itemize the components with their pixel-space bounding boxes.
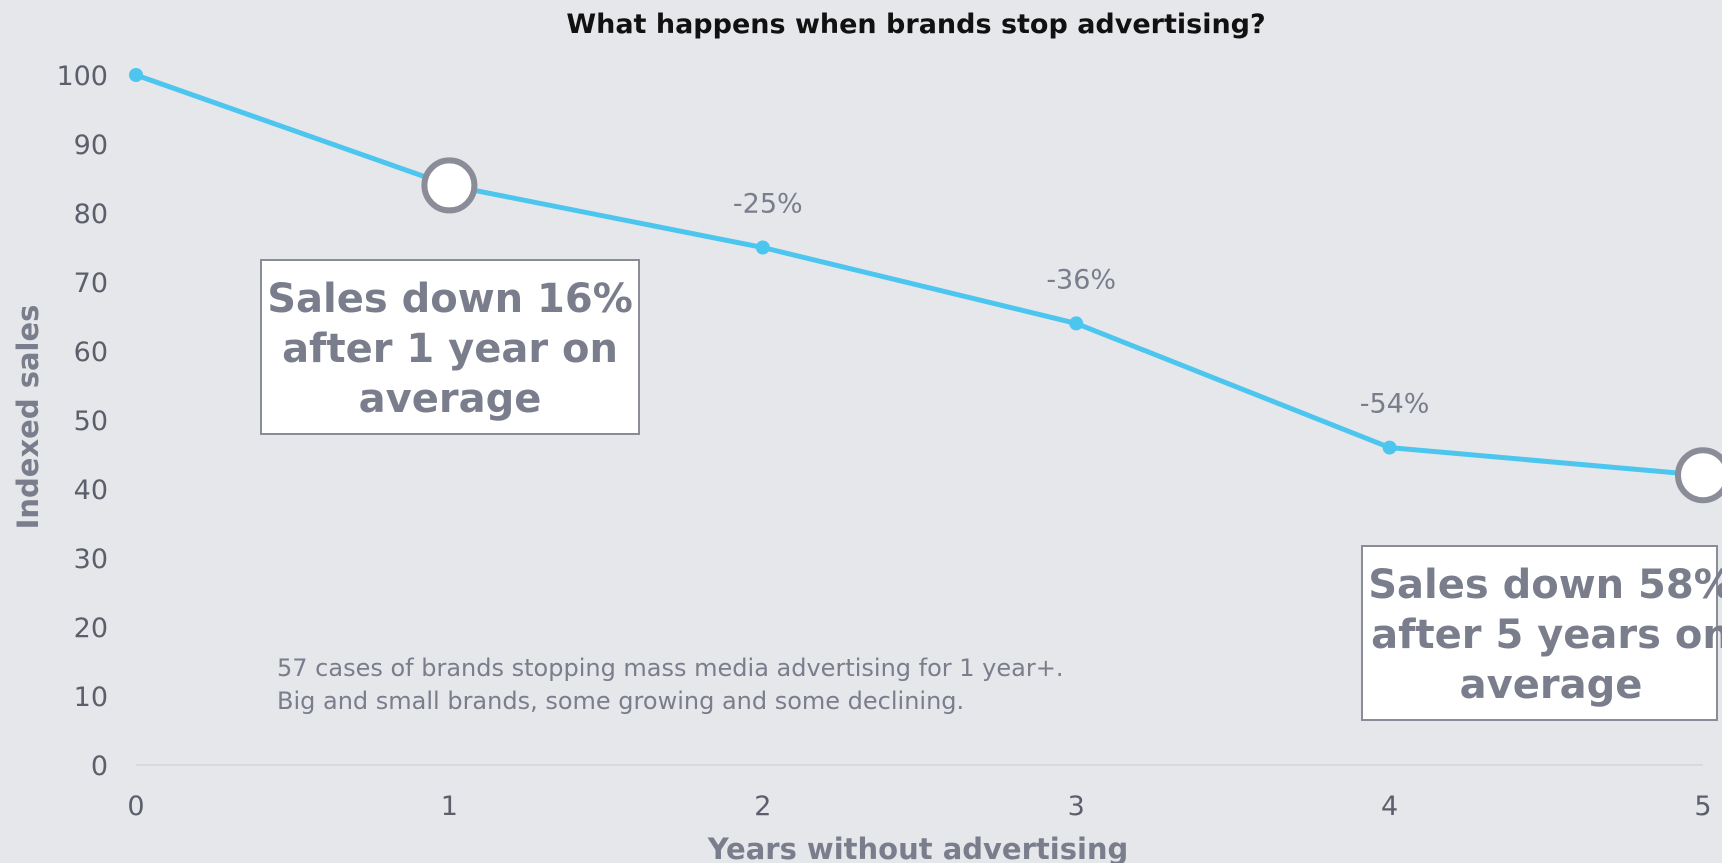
callout-year-1: Sales down 16% after 1 year on average [260,259,640,435]
y-tick-label: 100 [56,61,108,92]
y-tick-label: 0 [91,751,108,782]
callout-box-year-1 [260,259,640,435]
x-tick-label: 4 [1381,791,1398,822]
note-line: 57 cases of brands stopping mass media a… [277,654,1063,682]
y-tick-label: 90 [74,130,108,161]
data-label: -54% [1360,389,1430,420]
callout-year-5: Sales down 58% after 5 years on average [1361,545,1722,721]
callout-line: average [359,376,542,422]
highlight-point-marker [1675,447,1722,504]
data-point [755,240,770,255]
y-tick-label: 20 [74,613,108,644]
chart-note: 57 cases of brands stopping mass media a… [277,654,1063,715]
callout-line: Sales down 58% [1368,562,1722,608]
callout-line: Sales down 16% [267,276,633,322]
chart-title: What happens when brands stop advertisin… [566,9,1265,40]
callout-line: after 1 year on [282,326,618,372]
note-line: Big and small brands, some growing and s… [277,687,964,715]
y-tick-label: 60 [74,337,108,368]
data-point [1069,316,1084,331]
callout-line: average [1460,662,1643,708]
y-tick-label: 70 [74,268,108,299]
x-tick-label: 2 [754,791,771,822]
data-labels: -25% -36% -54% [733,189,1430,420]
y-axis-ticks: 0 10 20 30 40 50 60 70 80 90 100 [56,61,108,782]
series-line [133,72,1706,478]
callout-line: after 5 years on [1371,612,1722,658]
data-point [1382,440,1397,455]
y-tick-label: 50 [74,406,108,437]
data-label: -36% [1046,264,1116,295]
x-axis-ticks: 0 1 2 3 4 5 [127,791,1711,822]
y-tick-label: 30 [74,544,108,575]
highlight-point-marker [421,157,478,214]
y-axis-label: Indexed sales [11,305,45,530]
data-label: -25% [733,189,803,220]
y-tick-label: 80 [74,199,108,230]
y-tick-label: 10 [74,682,108,713]
data-points [129,68,1722,504]
data-point [129,68,143,82]
callout-box-year-5 [1361,545,1718,721]
x-tick-label: 0 [127,791,144,822]
x-tick-label: 3 [1068,791,1085,822]
x-tick-label: 1 [441,791,458,822]
x-axis-label: Years without advertising [707,832,1129,863]
y-tick-label: 40 [74,475,108,506]
x-tick-label: 5 [1694,791,1711,822]
